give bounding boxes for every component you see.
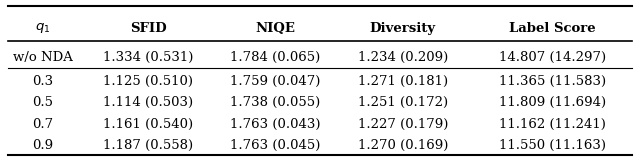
Text: 1.763 (0.043): 1.763 (0.043) — [230, 118, 321, 131]
Text: 1.270 (0.169): 1.270 (0.169) — [358, 139, 448, 152]
Text: 11.365 (11.583): 11.365 (11.583) — [499, 75, 606, 88]
Text: 1.784 (0.065): 1.784 (0.065) — [230, 51, 321, 64]
Text: SFID: SFID — [130, 22, 166, 35]
Text: 11.162 (11.241): 11.162 (11.241) — [499, 118, 606, 131]
Text: 1.227 (0.179): 1.227 (0.179) — [358, 118, 448, 131]
Text: 1.738 (0.055): 1.738 (0.055) — [230, 96, 321, 109]
Text: Diversity: Diversity — [370, 22, 436, 35]
Text: 1.114 (0.503): 1.114 (0.503) — [103, 96, 193, 109]
Text: 1.334 (0.531): 1.334 (0.531) — [103, 51, 193, 64]
Text: 1.251 (0.172): 1.251 (0.172) — [358, 96, 448, 109]
Text: Label Score: Label Score — [509, 22, 596, 35]
Text: $q_1$: $q_1$ — [35, 21, 51, 35]
Text: 14.807 (14.297): 14.807 (14.297) — [499, 51, 606, 64]
Text: 0.9: 0.9 — [32, 139, 53, 152]
Text: 0.7: 0.7 — [32, 118, 53, 131]
Text: 0.3: 0.3 — [32, 75, 53, 88]
Text: 11.809 (11.694): 11.809 (11.694) — [499, 96, 606, 109]
Text: 1.187 (0.558): 1.187 (0.558) — [103, 139, 193, 152]
Text: 1.759 (0.047): 1.759 (0.047) — [230, 75, 321, 88]
Text: w/o NDA: w/o NDA — [13, 51, 73, 64]
Text: 11.550 (11.163): 11.550 (11.163) — [499, 139, 606, 152]
Text: 1.763 (0.045): 1.763 (0.045) — [230, 139, 321, 152]
Text: 1.234 (0.209): 1.234 (0.209) — [358, 51, 448, 64]
Text: 1.161 (0.540): 1.161 (0.540) — [103, 118, 193, 131]
Text: NIQE: NIQE — [255, 22, 295, 35]
Text: 1.125 (0.510): 1.125 (0.510) — [103, 75, 193, 88]
Text: 1.271 (0.181): 1.271 (0.181) — [358, 75, 448, 88]
Text: 0.5: 0.5 — [32, 96, 53, 109]
